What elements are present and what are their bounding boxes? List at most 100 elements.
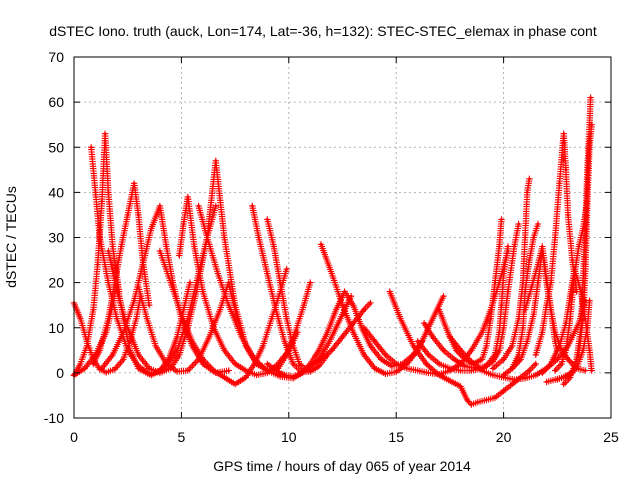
data-point [390, 364, 394, 368]
series-20 [436, 216, 505, 368]
y-tick-label: -10 [44, 410, 64, 426]
data-point [330, 348, 334, 352]
data-point [585, 168, 589, 172]
data-point [351, 330, 355, 334]
data-point [510, 382, 514, 386]
data-point [536, 263, 540, 266]
data-point [521, 281, 525, 285]
data-point [96, 263, 100, 266]
data-point [575, 366, 579, 370]
data-point [549, 308, 553, 312]
data-point [588, 348, 591, 352]
data-point [369, 344, 372, 348]
data-point [265, 218, 269, 221]
data-point [454, 348, 458, 352]
data-point [581, 227, 585, 230]
data-point [222, 348, 226, 352]
data-point [497, 330, 501, 334]
data-point [399, 317, 402, 321]
series-10 [195, 202, 355, 382]
data-point [394, 370, 398, 374]
data-point [272, 245, 276, 248]
data-point [459, 385, 463, 388]
data-point [197, 204, 200, 208]
data-point [113, 367, 117, 371]
data-point [540, 245, 544, 248]
data-point [207, 335, 211, 339]
data-point [562, 382, 566, 386]
data-point [349, 294, 353, 298]
data-point [427, 371, 430, 375]
data-point [502, 389, 505, 393]
data-point [469, 348, 473, 352]
data-point [145, 317, 149, 321]
data-point [549, 362, 553, 366]
data-point [422, 321, 426, 325]
data-point [330, 272, 334, 275]
data-point [450, 380, 454, 384]
data-point [169, 281, 173, 285]
y-tick-label: 40 [48, 184, 64, 200]
data-point [442, 348, 445, 352]
data-point [106, 249, 110, 253]
data-point [564, 348, 568, 352]
data-point [253, 357, 256, 361]
data-point [341, 303, 344, 307]
data-point [154, 344, 158, 348]
y-tick-label: 10 [48, 320, 64, 336]
data-point [119, 245, 123, 248]
series-22 [489, 175, 533, 372]
data-point [433, 312, 437, 316]
data-point [411, 344, 415, 348]
series-15 [307, 299, 374, 370]
data-point [523, 308, 527, 312]
data-point [493, 281, 497, 285]
data-point [201, 362, 205, 366]
data-point [147, 303, 151, 307]
data-point [452, 357, 456, 361]
y-tick-label: 50 [48, 139, 64, 155]
data-point [158, 371, 162, 375]
series-30 [552, 198, 591, 374]
data-point [540, 371, 544, 375]
data-point [373, 339, 377, 343]
data-point [182, 308, 185, 312]
data-point [186, 195, 190, 199]
data-point [182, 222, 185, 226]
data-point [100, 200, 104, 203]
series-26-markers [532, 130, 580, 358]
series-11 [249, 202, 331, 376]
data-point [579, 326, 583, 330]
y-tick-label: 30 [48, 230, 64, 246]
data-point [491, 373, 495, 377]
data-point [525, 339, 529, 343]
data-point [500, 303, 503, 307]
series-23 [500, 220, 542, 379]
data-point [222, 375, 226, 379]
data-point [497, 245, 501, 248]
series-26 [532, 130, 580, 358]
data-point [291, 344, 295, 348]
data-point [560, 362, 563, 366]
data-point [405, 362, 409, 366]
data-point [431, 335, 435, 339]
data-point [545, 380, 548, 384]
data-point [214, 159, 218, 163]
data-point [141, 263, 145, 266]
data-point [564, 168, 568, 172]
x-tick-label: 15 [388, 429, 404, 445]
data-point [79, 317, 82, 321]
data-point [212, 369, 216, 373]
data-point [424, 362, 428, 366]
data-point [502, 373, 505, 377]
data-point [588, 299, 591, 303]
data-point [334, 308, 338, 312]
data-point [534, 373, 538, 377]
series-3-markers [70, 130, 123, 379]
x-tick-label: 5 [178, 429, 186, 445]
data-point [570, 258, 574, 262]
x-tick-label: 10 [281, 429, 297, 445]
data-point [480, 357, 484, 361]
data-point [527, 369, 531, 373]
data-point [465, 398, 469, 402]
